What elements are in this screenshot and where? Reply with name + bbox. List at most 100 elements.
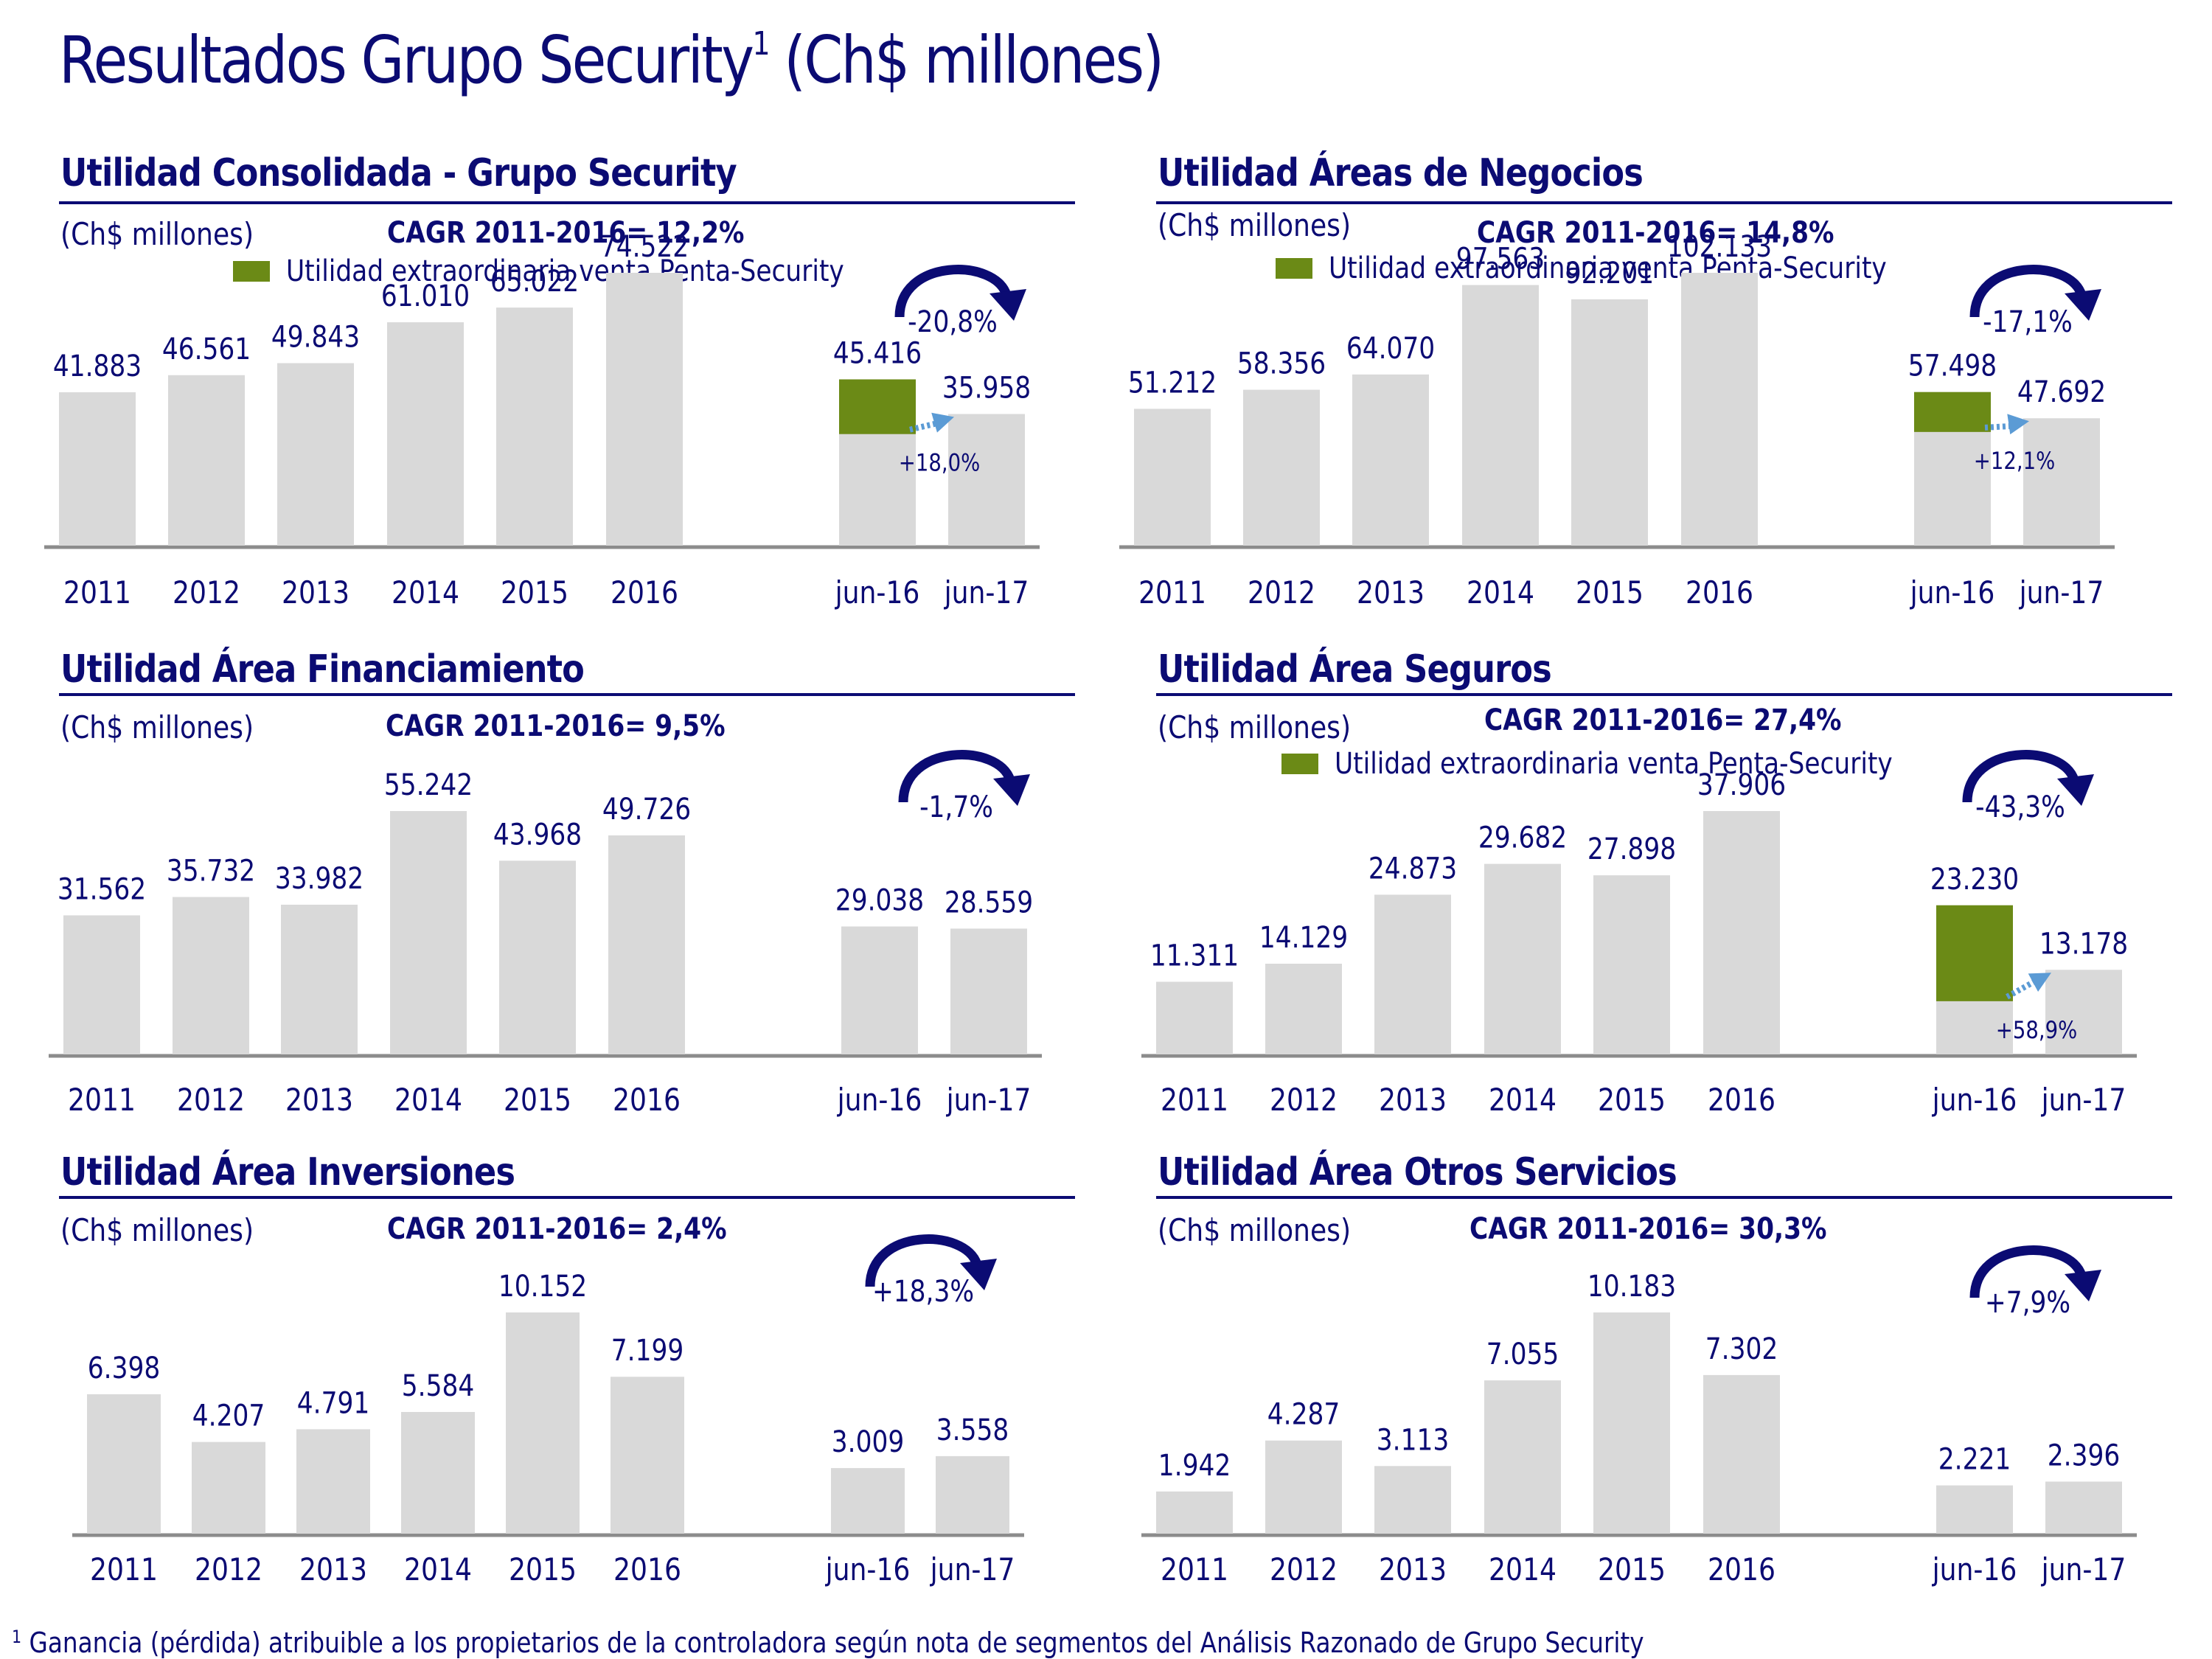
bar-2016 [608, 835, 685, 1054]
tick-label: 2012 [1270, 1082, 1338, 1118]
bar-chart: 41.883 2011 46.561 2012 49.843 2013 61.010 2014… [44, 229, 1040, 611]
panel-title-underline [59, 201, 1075, 204]
bar-2013 [281, 905, 358, 1054]
tick-label: 2016 [611, 575, 678, 611]
legend: Utilidad extraordinaria venta Penta-Secu… [233, 254, 935, 288]
bar-2012 [1243, 389, 1320, 546]
tick-label: 2016 [613, 1552, 681, 1587]
change-arrow-icon [894, 265, 1012, 318]
value-label: 10.183 [1587, 1268, 1676, 1303]
bar-2012 [1265, 963, 1342, 1054]
value-label: 29.038 [835, 883, 924, 917]
bar-2016 [606, 273, 683, 546]
tick-label: 2014 [1489, 1552, 1557, 1587]
bar-2012 [173, 897, 249, 1054]
tick-label: 2013 [1357, 575, 1425, 611]
value-label: 2.221 [1938, 1441, 2011, 1476]
tick-label: 2015 [501, 575, 568, 611]
cagr-label: CAGR 2011-2016= 14,8% [1477, 216, 1834, 250]
panel-areas-negocios: Utilidad Áreas de Negocios (Ch$ millones)… [1119, 151, 2174, 623]
bar-chart: 31.562 2011 35.732 2012 33.982 2013 55.242 2014… [49, 750, 1042, 1119]
bar-chart: 6.398 2011 4.207 2012 4.791 2013 5.584 2014 10.1… [72, 1234, 1024, 1588]
tick-label: 2012 [1270, 1552, 1338, 1587]
value-label: 2.396 [2048, 1438, 2120, 1472]
value-label: 14.129 [1259, 919, 1348, 954]
change-percent-label: +7,9% [1985, 1284, 2070, 1319]
change-arrowhead-icon [990, 289, 1026, 321]
adjusted-change-arrowhead-icon [2028, 973, 2051, 992]
value-label: 3.113 [1377, 1422, 1449, 1457]
value-label: 7.055 [1486, 1337, 1559, 1371]
tick-label: 2015 [1576, 575, 1644, 611]
legend: Utilidad extraordinaria venta Penta-Secu… [1281, 747, 1983, 781]
legend: Utilidad extraordinaria venta Penta-Secu… [1276, 251, 1978, 285]
tick-label: 2016 [1686, 575, 1753, 611]
value-label: 23.230 [1930, 861, 2019, 896]
tick-label: jun-17 [2019, 575, 2104, 611]
bar-jun-17 [2045, 1481, 2122, 1534]
bar-2015 [506, 1312, 580, 1534]
bar-2013 [277, 363, 354, 546]
bar-2013 [1374, 1466, 1451, 1534]
value-label: 64.070 [1346, 330, 1435, 365]
bar-chart: 51.212 2011 58.356 2012 64.070 2013 97.563 2014… [1119, 229, 2115, 611]
legend-swatch-extraordinary [1276, 258, 1312, 279]
cagr-label: CAGR 2011-2016= 2,4% [387, 1212, 727, 1246]
value-label: 4.207 [192, 1398, 265, 1433]
tick-label: 2014 [404, 1552, 472, 1587]
tick-label: 2015 [504, 1082, 571, 1118]
bar-chart: 1.942 2011 4.287 2012 3.113 2013 7.055 2014 10.1… [1141, 1245, 2137, 1588]
value-label: 65.022 [490, 264, 579, 299]
value-label: 29.682 [1478, 820, 1567, 855]
tick-label: 2011 [90, 1552, 158, 1587]
bar-2011 [1134, 408, 1211, 546]
bar-2016 [1703, 1374, 1780, 1534]
panel-title-underline [1156, 693, 2172, 696]
bar-2013 [296, 1429, 370, 1534]
panel-title: Utilidad Área Otros Servicios [1158, 1150, 1677, 1194]
value-label: 10.152 [498, 1268, 587, 1303]
tick-label: 2015 [509, 1552, 577, 1587]
tick-label: jun-17 [930, 1552, 1015, 1587]
value-label: 3.009 [832, 1425, 904, 1459]
value-label: 45.416 [833, 335, 922, 370]
value-label: 102.133 [1667, 229, 1772, 263]
change-arrow-icon [1969, 1245, 2087, 1298]
bar-2014 [1484, 1380, 1561, 1534]
value-label: 31.562 [58, 872, 146, 906]
adjusted-change-arrow-icon [2006, 974, 2044, 1000]
value-label: 5.584 [402, 1368, 474, 1402]
bar-2011 [59, 392, 136, 546]
panel-title: Utilidad Consolidada - Grupo Security [60, 151, 737, 195]
bar-2012 [168, 375, 245, 546]
tick-label: 2011 [1161, 1552, 1228, 1587]
tick-label: 2013 [299, 1552, 367, 1587]
footnote: 1 Ganancia (pérdida) atribuible a los pr… [12, 1627, 1644, 1659]
tick-label: 2016 [1708, 1082, 1775, 1118]
tick-label: jun-17 [2041, 1552, 2126, 1587]
change-percent-label: -20,8% [908, 304, 998, 338]
legend-label: Utilidad extraordinaria venta Penta-Secu… [1335, 747, 1893, 781]
tick-label: 2013 [282, 575, 349, 611]
value-label: 74.522 [600, 229, 689, 263]
bar-jun-17 [2023, 418, 2100, 546]
bar-2015 [496, 307, 573, 546]
footnote-marker: 1 [12, 1627, 22, 1647]
bar-2014 [401, 1411, 475, 1534]
cagr-label: CAGR 2011-2016= 9,5% [386, 709, 726, 743]
tick-label: 2012 [1248, 575, 1315, 611]
value-label: 35.732 [167, 853, 255, 888]
change-arrowhead-icon [960, 1259, 997, 1290]
change-arrowhead-icon [993, 774, 1030, 806]
tick-label: 2012 [195, 1552, 262, 1587]
tick-label: jun-16 [1932, 1082, 2017, 1118]
bar-jun-17 [948, 414, 1025, 546]
value-label: 47.692 [2017, 375, 2106, 409]
value-label: 24.873 [1368, 851, 1457, 886]
units-label: (Ch$ millones) [60, 709, 254, 745]
value-label: 61.010 [381, 279, 470, 313]
bar-jun-16 [1936, 1485, 2013, 1534]
change-percent-label: -1,7% [919, 789, 993, 824]
tick-label: 2011 [63, 575, 131, 611]
units-label: (Ch$ millones) [1158, 1212, 1352, 1248]
